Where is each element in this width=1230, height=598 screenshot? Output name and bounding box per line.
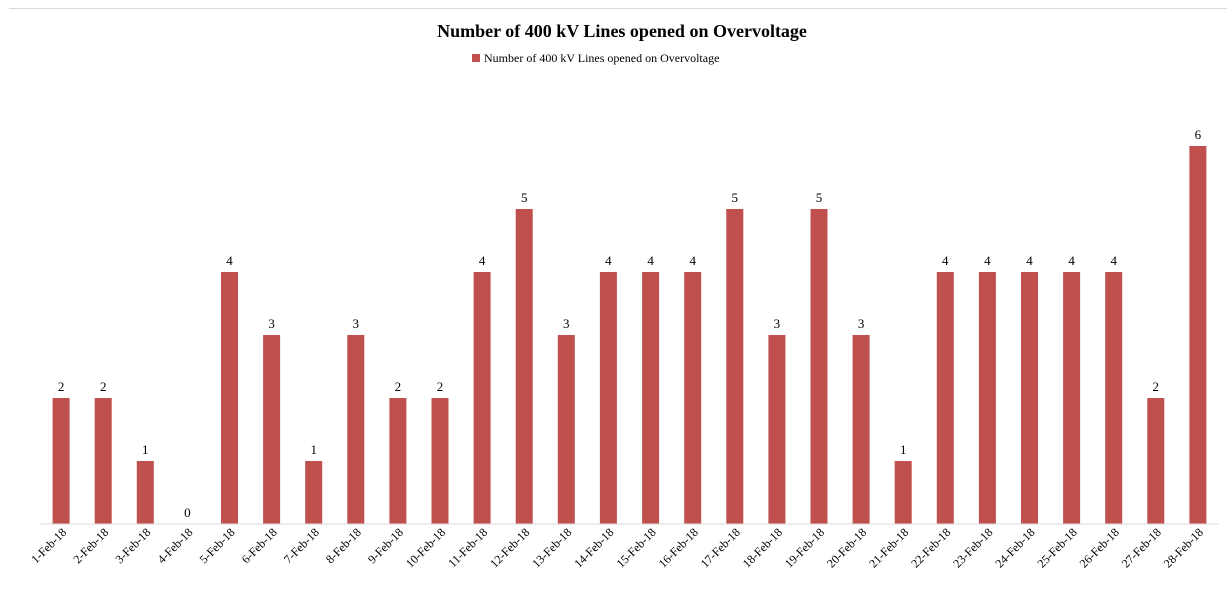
legend-swatch	[472, 54, 480, 62]
legend-label: Number of 400 kV Lines opened on Overvol…	[484, 51, 719, 65]
bar-11-Feb-18	[473, 272, 491, 524]
data-label-7-Feb-18: 1	[310, 442, 317, 457]
data-label-13-Feb-18: 3	[563, 316, 570, 331]
x-tick-label-7-Feb-18: 7-Feb-18	[281, 525, 322, 566]
x-tick-label-13-Feb-18: 13-Feb-18	[529, 525, 574, 570]
data-label-8-Feb-18: 3	[353, 316, 360, 331]
data-label-22-Feb-18: 4	[942, 253, 949, 268]
bar-6-Feb-18	[263, 335, 281, 524]
bar-10-Feb-18	[431, 398, 449, 524]
data-label-20-Feb-18: 3	[858, 316, 865, 331]
x-tick-label-18-Feb-18: 18-Feb-18	[740, 525, 785, 570]
data-label-12-Feb-18: 5	[521, 190, 528, 205]
x-tick-labels: 1-Feb-18 2-Feb-18 3-Feb-18 4-Feb-18 5-Feb-18…	[28, 525, 1206, 570]
x-tick-label-20-Feb-18: 20-Feb-18	[824, 525, 869, 570]
bar-2-Feb-18	[94, 398, 112, 524]
x-tick-label-19-Feb-18: 19-Feb-18	[782, 525, 827, 570]
bar-1-Feb-18	[52, 398, 70, 524]
data-label-26-Feb-18: 4	[1110, 253, 1117, 268]
chart-frame	[9, 8, 1227, 596]
bars	[52, 146, 1207, 524]
bar-7-Feb-18	[305, 461, 323, 524]
data-label-21-Feb-18: 1	[900, 442, 907, 457]
x-tick-label-10-Feb-18: 10-Feb-18	[403, 525, 448, 570]
x-tick-label-17-Feb-18: 17-Feb-18	[698, 525, 743, 570]
x-tick-label-9-Feb-18: 9-Feb-18	[365, 525, 406, 566]
x-tick-label-24-Feb-18: 24-Feb-18	[992, 525, 1037, 570]
bar-13-Feb-18	[557, 335, 575, 524]
data-labels: 2 2 1 0 4 3 1 3 2 2 4 5 3 4 4 4 5 3 5 3 1 4 4 4 4 4 2 6	[58, 127, 1202, 520]
data-label-19-Feb-18: 5	[816, 190, 823, 205]
x-tick-label-11-Feb-18: 11-Feb-18	[445, 525, 490, 570]
data-label-2-Feb-18: 2	[100, 379, 107, 394]
bar-12-Feb-18	[515, 209, 533, 524]
bar-25-Feb-18	[1063, 272, 1081, 524]
x-tick-label-14-Feb-18: 14-Feb-18	[571, 525, 616, 570]
bar-27-Feb-18	[1147, 398, 1165, 524]
x-tick-label-1-Feb-18: 1-Feb-18	[28, 525, 69, 566]
data-label-3-Feb-18: 1	[142, 442, 149, 457]
bar-28-Feb-18	[1189, 146, 1207, 524]
data-label-24-Feb-18: 4	[1026, 253, 1033, 268]
data-label-4-Feb-18: 0	[184, 505, 191, 520]
data-label-16-Feb-18: 4	[689, 253, 696, 268]
data-label-28-Feb-18: 6	[1195, 127, 1202, 142]
x-tick-label-15-Feb-18: 15-Feb-18	[613, 525, 658, 570]
x-tick-label-22-Feb-18: 22-Feb-18	[908, 525, 953, 570]
bar-24-Feb-18	[1021, 272, 1038, 524]
x-tick-label-8-Feb-18: 8-Feb-18	[323, 525, 364, 566]
bar-26-Feb-18	[1105, 272, 1123, 524]
data-label-5-Feb-18: 4	[226, 253, 233, 268]
bar-3-Feb-18	[136, 461, 154, 524]
data-label-6-Feb-18: 3	[268, 316, 275, 331]
data-label-25-Feb-18: 4	[1068, 253, 1075, 268]
x-tick-label-21-Feb-18: 21-Feb-18	[866, 525, 911, 570]
bar-15-Feb-18	[642, 272, 660, 524]
bar-19-Feb-18	[810, 209, 828, 524]
bar-14-Feb-18	[599, 272, 617, 524]
legend: Number of 400 kV Lines opened on Overvol…	[472, 51, 719, 65]
data-label-23-Feb-18: 4	[984, 253, 991, 268]
data-label-17-Feb-18: 5	[732, 190, 739, 205]
chart-title: Number of 400 kV Lines opened on Overvol…	[437, 21, 807, 41]
bar-18-Feb-18	[768, 335, 786, 524]
bar-8-Feb-18	[347, 335, 365, 524]
data-label-18-Feb-18: 3	[774, 316, 781, 331]
x-tick-label-28-Feb-18: 28-Feb-18	[1161, 525, 1206, 570]
data-label-15-Feb-18: 4	[647, 253, 654, 268]
data-label-11-Feb-18: 4	[479, 253, 486, 268]
data-label-9-Feb-18: 2	[395, 379, 402, 394]
bar-23-Feb-18	[978, 272, 996, 524]
data-label-27-Feb-18: 2	[1153, 379, 1160, 394]
bar-5-Feb-18	[221, 272, 238, 524]
x-tick-label-12-Feb-18: 12-Feb-18	[487, 525, 532, 570]
bar-20-Feb-18	[852, 335, 870, 524]
bar-9-Feb-18	[389, 398, 407, 524]
data-label-10-Feb-18: 2	[437, 379, 444, 394]
x-tick-label-4-Feb-18: 4-Feb-18	[155, 525, 196, 566]
data-label-14-Feb-18: 4	[605, 253, 612, 268]
bar-17-Feb-18	[726, 209, 744, 524]
x-tick-label-27-Feb-18: 27-Feb-18	[1119, 525, 1164, 570]
x-tick-label-6-Feb-18: 6-Feb-18	[239, 525, 280, 566]
x-tick-label-25-Feb-18: 25-Feb-18	[1034, 525, 1079, 570]
x-tick-label-2-Feb-18: 2-Feb-18	[70, 525, 111, 566]
x-tick-label-5-Feb-18: 5-Feb-18	[197, 525, 238, 566]
x-tick-label-23-Feb-18: 23-Feb-18	[950, 525, 995, 570]
x-tick-label-26-Feb-18: 26-Feb-18	[1077, 525, 1122, 570]
bar-16-Feb-18	[684, 272, 702, 524]
x-tick-label-3-Feb-18: 3-Feb-18	[112, 525, 153, 566]
data-label-1-Feb-18: 2	[58, 379, 65, 394]
bar-22-Feb-18	[936, 272, 954, 524]
x-tick-label-16-Feb-18: 16-Feb-18	[656, 525, 701, 570]
bar-21-Feb-18	[894, 461, 912, 524]
